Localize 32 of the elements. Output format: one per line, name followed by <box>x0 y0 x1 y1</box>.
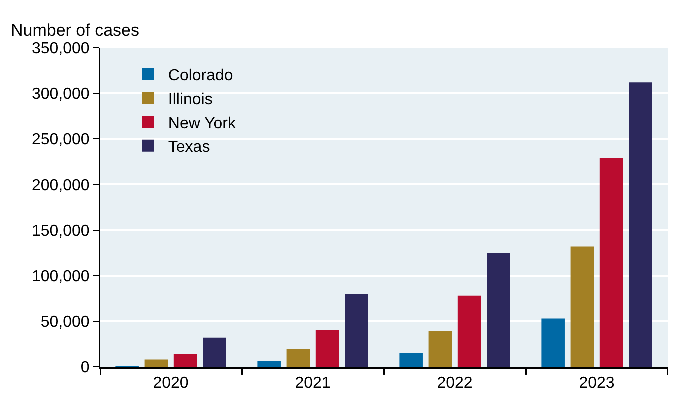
y-tick-label: 100,000 <box>32 268 90 286</box>
bar <box>203 338 226 367</box>
bar <box>258 361 281 367</box>
legend-label: Texas <box>168 139 210 156</box>
legend-label: New York <box>168 115 237 132</box>
bar <box>144 360 168 367</box>
bar <box>345 294 368 367</box>
bar <box>487 253 510 367</box>
y-tick-label: 300,000 <box>32 86 90 104</box>
bar <box>570 246 594 367</box>
legend-label: Colorado <box>168 68 234 85</box>
bar <box>400 353 423 367</box>
bar <box>174 354 198 367</box>
y-tick-label: 0 <box>80 360 90 377</box>
bar <box>600 158 624 367</box>
bar <box>316 330 340 367</box>
bar <box>458 296 482 367</box>
y-tick-label: 250,000 <box>32 132 90 149</box>
legend-label: Illinois <box>168 92 213 109</box>
x-tick-label: 2020 <box>153 375 189 392</box>
x-tick-label: 2021 <box>295 375 331 392</box>
y-tick-label: 150,000 <box>32 222 90 240</box>
bar <box>629 82 652 367</box>
y-tick-label: 350,000 <box>32 40 90 58</box>
y-tick-label: 200,000 <box>32 177 90 194</box>
y-axis-title: Number of cases <box>11 21 140 40</box>
x-tick-label: 2022 <box>437 375 473 392</box>
bar <box>428 331 452 367</box>
y-tick-label: 50,000 <box>40 314 90 332</box>
bar <box>286 349 310 367</box>
bar <box>542 318 565 367</box>
x-tick-label: 2023 <box>579 375 615 392</box>
